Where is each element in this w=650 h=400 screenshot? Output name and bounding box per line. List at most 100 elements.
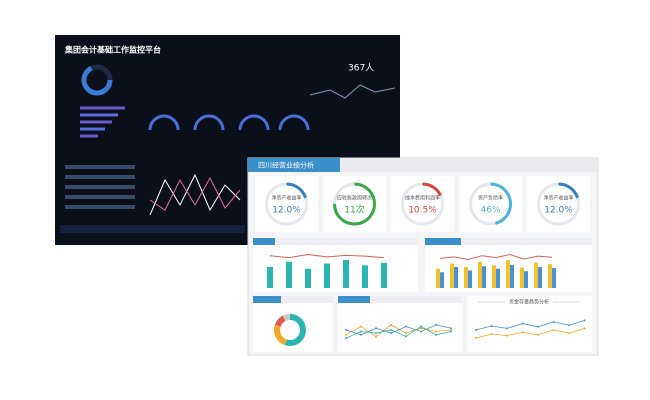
point (490, 325, 493, 327)
panel-tab (338, 296, 370, 303)
panel-header (253, 296, 333, 303)
panel-tab (425, 238, 461, 245)
kpi-label: 资产负债率 (478, 195, 503, 202)
point (490, 333, 493, 335)
bar (520, 267, 524, 288)
kpi-value: 12.0% (272, 206, 301, 216)
kpi-value: 10.5% (408, 206, 437, 216)
point (568, 324, 570, 327)
bar (454, 267, 458, 288)
bar (478, 261, 482, 288)
bar (534, 262, 538, 288)
bar (552, 268, 556, 288)
point (420, 330, 422, 333)
bar-list (80, 106, 125, 138)
bar (436, 268, 440, 288)
point (506, 334, 508, 337)
back-table (65, 165, 135, 209)
bar (482, 266, 486, 288)
gauges (148, 114, 310, 131)
line (475, 320, 585, 331)
line (345, 324, 452, 336)
bar (440, 272, 444, 288)
bar (492, 265, 496, 288)
back-line-chart (149, 173, 241, 216)
point (537, 333, 539, 336)
point (375, 335, 377, 338)
kpi-label: 净资产收益率 (271, 195, 301, 202)
bar (362, 265, 368, 288)
point (475, 329, 477, 331)
point (360, 333, 362, 336)
point (390, 332, 392, 335)
point (552, 321, 555, 323)
bar (548, 264, 552, 288)
point (420, 325, 422, 328)
panel-header (338, 296, 462, 303)
point (537, 325, 539, 328)
back-ticker (60, 225, 245, 233)
point (420, 327, 422, 330)
bar (286, 261, 292, 288)
kpi-value: 12.0% (544, 206, 573, 216)
point (521, 331, 524, 334)
line (345, 324, 452, 337)
panel-header (253, 238, 418, 245)
line (345, 326, 452, 339)
bar (381, 262, 387, 288)
point (375, 332, 377, 335)
point (345, 328, 347, 331)
panel (467, 296, 592, 352)
kpi-ring (469, 182, 512, 226)
kpi-ring (537, 182, 580, 226)
point (405, 335, 407, 338)
kpi-label: 净资产收益率 (543, 195, 573, 202)
point (360, 330, 362, 333)
panel-tab (253, 238, 275, 245)
bar (324, 263, 330, 288)
point (405, 332, 407, 335)
bar (464, 267, 468, 288)
panel-header (425, 238, 592, 245)
point (506, 327, 508, 330)
point (450, 327, 452, 330)
back-stat: 367人 (348, 63, 374, 74)
kpi-ring (265, 182, 308, 226)
bar (343, 260, 349, 288)
donut-arc (81, 64, 113, 96)
point (552, 329, 555, 331)
back-sparkline (309, 84, 396, 99)
bar (450, 263, 454, 288)
panel-title: 资金存量趋势分析 (509, 299, 549, 306)
bar (538, 267, 542, 288)
point (450, 330, 452, 333)
point (375, 327, 377, 330)
kpi-ring (333, 182, 376, 226)
point (390, 323, 392, 326)
point (345, 337, 347, 340)
header-tab (248, 158, 340, 172)
point (583, 327, 586, 330)
bar (305, 268, 311, 288)
bar (468, 270, 472, 288)
point (568, 332, 570, 335)
line (269, 254, 385, 259)
bar (506, 260, 510, 288)
panel-tab (253, 296, 281, 303)
point (435, 323, 437, 326)
point (450, 328, 452, 331)
panel (338, 296, 462, 352)
point (475, 337, 477, 339)
back-title: 集团会计基础工作监控平台 (64, 45, 161, 55)
line (475, 328, 585, 339)
bar (267, 267, 273, 288)
point (390, 328, 392, 331)
panel (253, 238, 418, 292)
bar (524, 271, 528, 288)
line (439, 254, 553, 261)
bar (496, 268, 500, 288)
point (583, 319, 586, 322)
point (360, 325, 362, 328)
point (435, 330, 437, 333)
